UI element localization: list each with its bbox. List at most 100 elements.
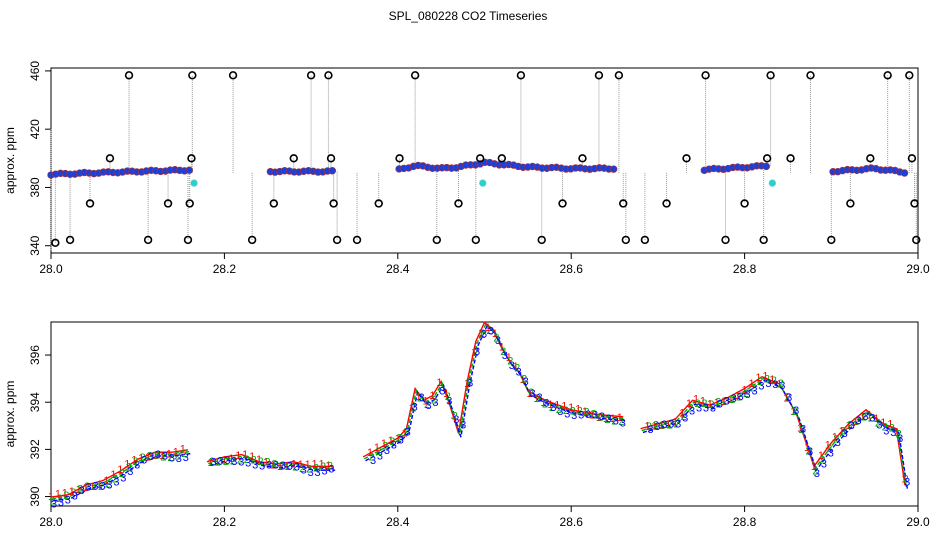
series-marker: 1	[69, 486, 75, 498]
series-marker: 2	[410, 402, 416, 414]
y-tick-label: 392	[28, 439, 42, 459]
series-marker: 2	[84, 481, 90, 493]
series-marker: 1	[748, 378, 754, 390]
outlier-point	[163, 199, 173, 208]
series-marker: 3	[412, 402, 418, 414]
series-marker: 3	[897, 433, 903, 445]
outlier-point	[183, 235, 193, 245]
series-marker: 1	[665, 419, 671, 431]
outlier-point	[187, 154, 196, 163]
series-marker: 2	[799, 424, 805, 436]
outlier-point	[883, 71, 892, 80]
series-marker: 3	[425, 400, 431, 412]
series-marker: 1	[117, 464, 123, 476]
series-marker: 2	[757, 376, 763, 388]
series-marker: 3	[647, 424, 653, 436]
outlier-point	[475, 154, 485, 163]
series-marker: 1	[263, 456, 269, 468]
y-tick-label: 396	[28, 345, 42, 365]
series-marker: 1	[83, 482, 89, 494]
series-marker: 2	[549, 402, 555, 414]
series-marker: 2	[264, 457, 270, 469]
series-marker: 3	[585, 409, 591, 421]
series-marker: 1	[582, 406, 588, 418]
outlier-point	[621, 235, 631, 245]
series-marker: 3	[106, 479, 112, 491]
series-marker: 1	[547, 399, 553, 411]
series-marker: 1	[492, 328, 498, 340]
series-marker: 1	[887, 419, 893, 431]
series-marker: 3	[370, 455, 376, 467]
series-marker: 3	[571, 410, 577, 422]
series-marker: 3	[904, 476, 910, 488]
series-marker: 1	[513, 361, 519, 373]
series-marker: 3	[99, 480, 105, 492]
series-marker: 1	[506, 352, 512, 364]
x-tick-label: 29.0	[906, 515, 930, 529]
series-marker: 2	[521, 374, 527, 386]
outlier-point	[471, 235, 481, 245]
series-line	[50, 449, 189, 498]
outlier-point	[432, 235, 442, 245]
series-marker: 2	[285, 461, 291, 473]
series-line	[209, 457, 336, 471]
series-marker: 1	[804, 442, 810, 454]
series-marker: 2	[618, 416, 624, 428]
series-marker: 3	[738, 391, 744, 403]
series-marker: 2	[292, 461, 298, 473]
series-marker: 1	[284, 460, 290, 472]
series-marker: 2	[743, 388, 749, 400]
series-marker: 3	[592, 410, 598, 422]
series-marker: 2	[431, 394, 437, 406]
series-marker: 3	[384, 445, 390, 457]
series-marker: 1	[832, 432, 838, 444]
outlier-point	[454, 199, 463, 208]
series-marker: 2	[861, 411, 867, 423]
series-marker: 1	[464, 378, 470, 390]
outlier-point	[65, 235, 75, 245]
bottom-panel: 28.0 28.2 28.4 28.6 28.8 29.0 390 392 394 396 appr…	[3, 321, 930, 529]
series-marker: 3	[308, 467, 314, 479]
series-marker: 1	[769, 374, 775, 386]
x-tick-label: 28.8	[733, 515, 757, 529]
series-marker: 3	[703, 403, 709, 415]
series-marker: 2	[584, 406, 590, 418]
series-marker: 1	[214, 456, 220, 468]
x-tick-label: 28.8	[733, 262, 757, 276]
outlier-point	[395, 154, 404, 163]
series-line	[52, 451, 190, 500]
series-marker: 1	[76, 484, 82, 496]
series-marker: 1	[728, 394, 734, 406]
series-marker: 2	[251, 455, 257, 467]
highlight-point	[190, 179, 198, 187]
outlier-point	[759, 235, 768, 245]
series-marker: 1	[381, 438, 387, 450]
series-marker: 2	[688, 403, 694, 415]
series-marker: 1	[839, 426, 845, 438]
series-marker: 3	[287, 460, 293, 472]
series-marker: 1	[499, 341, 505, 353]
series-marker: 2	[278, 460, 284, 472]
outlier-point	[578, 154, 587, 163]
series-marker: 3	[779, 380, 785, 392]
series-marker: 1	[318, 459, 324, 471]
series-marker: 1	[603, 413, 609, 425]
outlier-point	[662, 199, 671, 208]
series-marker: 2	[216, 456, 222, 468]
series-line	[365, 325, 626, 462]
series-marker: 1	[762, 370, 768, 382]
series-marker: 1	[374, 442, 380, 454]
series-marker: 1	[700, 395, 706, 407]
series-marker: 3	[620, 418, 626, 430]
series-marker: 1	[568, 402, 574, 414]
series-marker: 3	[460, 419, 466, 431]
series-marker: 2	[500, 346, 506, 358]
series-marker: 3	[654, 421, 660, 433]
series-marker: 2	[819, 454, 825, 466]
x-tick-label: 28.4	[386, 262, 410, 276]
x-tick-label: 28.0	[39, 262, 63, 276]
series-marker: 1	[825, 440, 831, 452]
outlier-point	[374, 199, 383, 208]
series-marker: 2	[694, 398, 700, 410]
series-marker: 3	[550, 402, 556, 414]
